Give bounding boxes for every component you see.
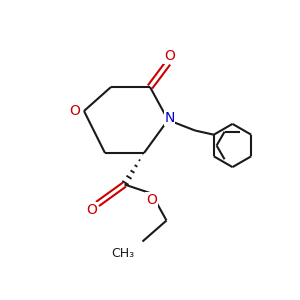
Text: CH₃: CH₃: [111, 247, 135, 260]
Text: O: O: [86, 203, 97, 217]
Text: O: O: [164, 50, 175, 63]
Text: O: O: [69, 104, 80, 118]
Text: O: O: [146, 193, 157, 207]
Text: N: N: [164, 112, 175, 125]
